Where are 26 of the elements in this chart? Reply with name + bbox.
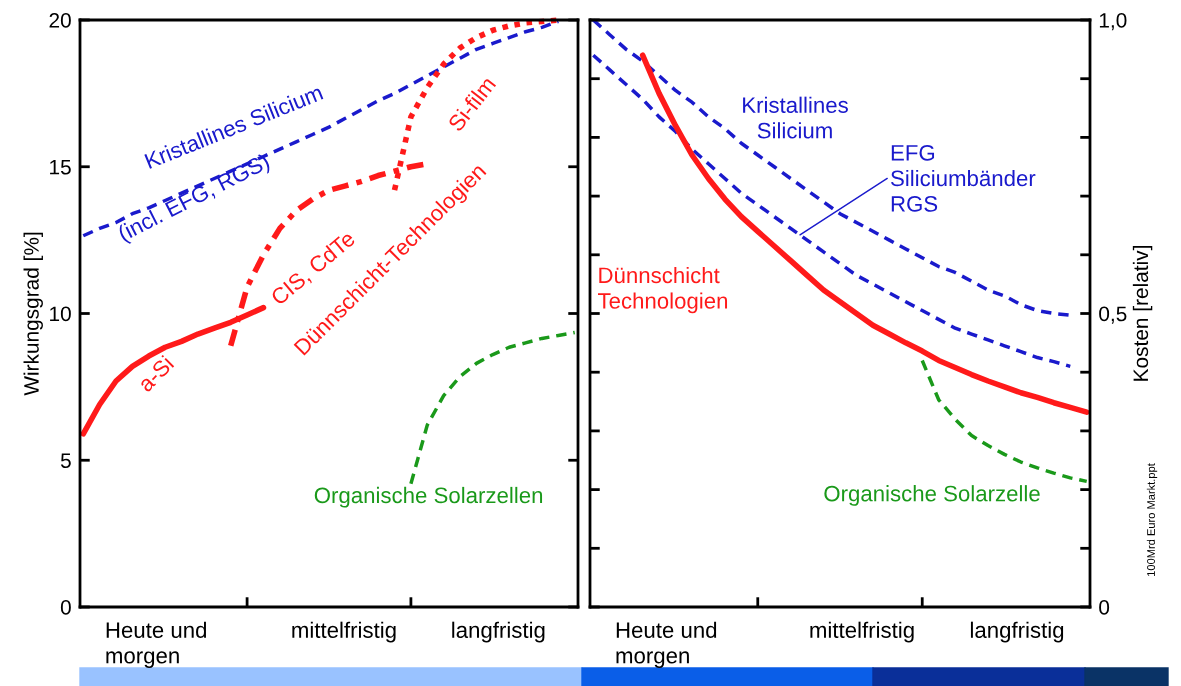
annotation: Organische Solarzelle <box>824 485 1040 506</box>
text: Heute und morgen <box>616 621 717 668</box>
y-tick-label: 20 <box>49 13 71 28</box>
y-tick-label: 5 <box>60 453 71 468</box>
y-tick-label: 0,5 <box>1099 306 1127 324</box>
line-series <box>591 53 1072 369</box>
y-tick-label: 1,0 <box>1099 13 1127 31</box>
text: langfristig <box>970 621 1064 643</box>
annotation: EFG Siliciumbänder RGS <box>891 144 1036 212</box>
y-tick-label: 10 <box>50 306 71 322</box>
y-axis-title: Kosten [relativ] <box>1132 246 1153 381</box>
text: langfristig <box>452 621 545 643</box>
text: Heute und morgen <box>106 621 207 668</box>
annotation: Kristallines Silicium <box>743 96 848 139</box>
text: 100Mrd Euro Markt.ppt <box>1146 463 1158 576</box>
y-axis-title: Wirkungsgrad [%] <box>23 232 43 396</box>
line-series <box>591 18 1072 317</box>
text: mittelfristig <box>292 621 396 643</box>
line-series <box>920 358 1089 484</box>
annotation: a-Si <box>136 354 175 393</box>
y-tick-label: 15 <box>50 159 71 175</box>
y-tick-label: 0 <box>60 600 71 615</box>
annotation: Organische Solarzellen <box>314 486 543 508</box>
annotation: Dünnschicht Technologien <box>598 266 728 314</box>
y-tick-label: 0 <box>1099 600 1110 615</box>
text: mittelfristig <box>810 621 914 643</box>
